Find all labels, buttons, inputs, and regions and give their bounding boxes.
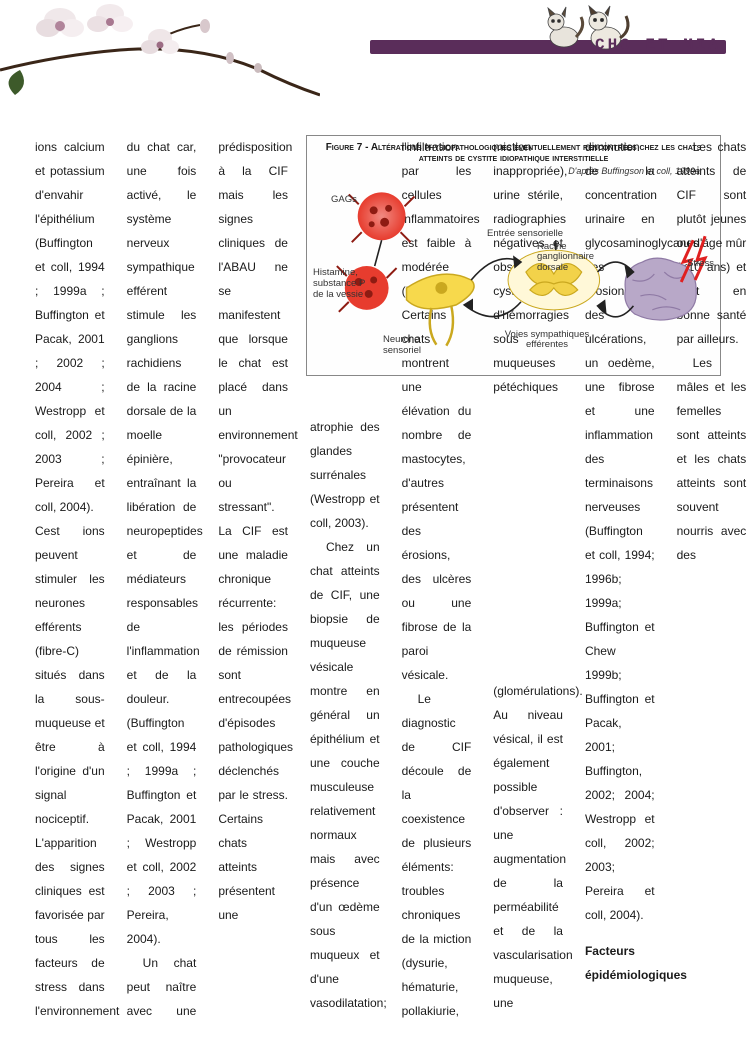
paragraph: Les mâles et les femelles sont atteints … [677, 351, 747, 567]
fig-label-voies: Voies sympathiques efférentes [497, 330, 597, 351]
paragraph: atrophie des glandes surrénales (Westrop… [310, 415, 380, 535]
fig-label-racine: Racine ganglionnaire dorsale [537, 242, 607, 273]
page-header: CHO ET MIA [0, 0, 751, 95]
paragraph: (glomérulations). [493, 679, 563, 703]
fig-label-neurone: Neurone sensoriel [383, 335, 433, 357]
fig-label-histamine: Histamine, substance P de la vessie [313, 268, 373, 301]
fig-label-entree: Entrée sensorielle [487, 228, 563, 239]
section-heading: Facteurs épidémiologiques [585, 939, 655, 987]
figure-diagram: GAGs Histamine, substance P de la vessie… [307, 180, 720, 375]
fig-label-stress: Stress [687, 258, 714, 269]
page-content: Figure 7 - Altérations physiopathologiqu… [0, 95, 751, 1025]
fig-label-gags: GAGs [331, 194, 357, 205]
text-columns: ions calcium et potassium d'envahir l'ép… [35, 135, 288, 1025]
figure-column-spacer [493, 399, 563, 679]
orchid-decoration [0, 0, 320, 100]
paragraph: ions calcium et potassium d'envahir l'ép… [35, 135, 105, 519]
brand-text: CHO ET MIA [595, 36, 721, 54]
